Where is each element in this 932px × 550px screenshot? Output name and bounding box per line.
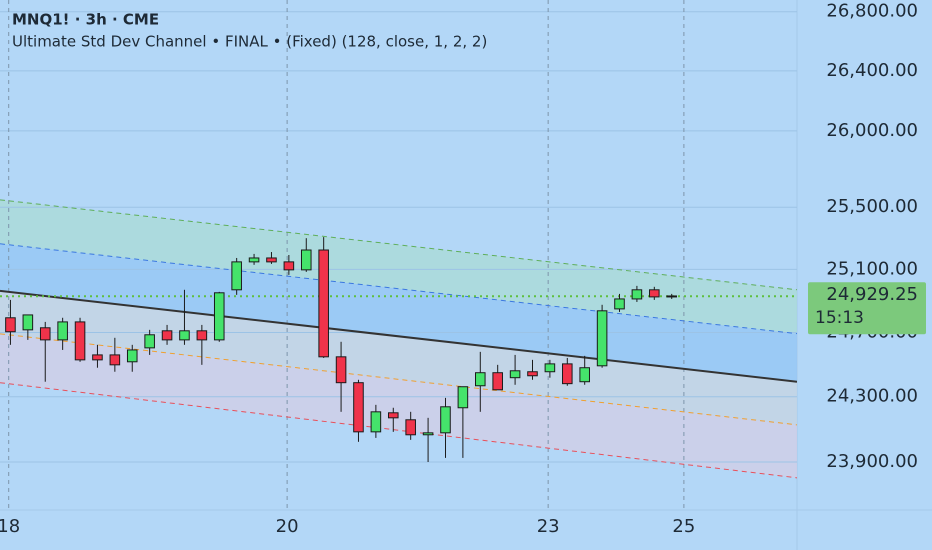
candle-body [266, 257, 277, 263]
candle-body [126, 349, 138, 363]
channel-fill [0, 199, 797, 334]
candle-body [596, 310, 608, 367]
candle-body [631, 289, 643, 300]
candle-body [39, 327, 51, 341]
candle-body [353, 382, 364, 433]
candle-body [457, 386, 469, 409]
channel-line [0, 382, 797, 479]
candle-body [92, 354, 103, 361]
candle-body [248, 257, 260, 263]
candle-body [109, 354, 121, 366]
candle-body [22, 314, 34, 331]
x-tick-label: 23 [537, 516, 560, 537]
y-tick-label: 26,000.00 [826, 120, 918, 141]
y-tick-label: 24,300.00 [826, 386, 918, 407]
last-price-label: 24,929.25 [826, 284, 918, 305]
last-price-box [808, 282, 926, 335]
candle-body [649, 289, 660, 298]
x-tick-label: 18 [0, 516, 20, 537]
candle-body [492, 372, 503, 391]
chart-title: MNQ1! · 3h · CME [12, 11, 159, 29]
candle-body [144, 334, 155, 349]
x-tick-label: 20 [276, 516, 299, 537]
y-tick-label: 25,500.00 [826, 196, 918, 217]
candle-body [422, 432, 434, 436]
candle-body [387, 412, 399, 419]
countdown: 15:13 [815, 308, 864, 328]
candle-body [196, 330, 208, 341]
channel-fill [0, 333, 797, 478]
candle-body [544, 363, 556, 373]
candle-body [74, 321, 86, 361]
channel-fill [0, 290, 797, 425]
indicator-label: Ultimate Std Dev Channel • FINAL • (Fixe… [12, 33, 487, 51]
candle-body [213, 292, 225, 341]
x-tick-label: 25 [672, 516, 695, 537]
channel-line [0, 289, 797, 383]
candle-body [614, 298, 625, 310]
candle-body [562, 363, 573, 385]
candle-body [579, 367, 590, 383]
candle-body [440, 406, 451, 434]
candle-body [161, 330, 173, 341]
candle-body [300, 249, 312, 271]
candle-body [231, 261, 242, 291]
plot [0, 0, 797, 510]
channel-line [0, 199, 797, 291]
candle-body [57, 321, 68, 341]
candle-body [527, 371, 538, 377]
y-tick-label: 23,900.00 [826, 451, 918, 472]
candle-body [179, 330, 190, 341]
candle-body [370, 411, 382, 433]
candle-body [405, 419, 416, 436]
y-tick-label: 26,800.00 [826, 1, 918, 22]
candle-body [5, 317, 16, 333]
candle-body [335, 356, 347, 384]
channel-line [0, 243, 797, 335]
channel-line [0, 333, 797, 426]
candle-body [509, 370, 521, 379]
candle-body [283, 261, 295, 271]
candle-body [475, 372, 486, 387]
candle-body [318, 249, 329, 358]
y-tick-label: 25,100.00 [826, 258, 918, 279]
candle-body [666, 295, 677, 298]
y-tick-label: 26,400.00 [826, 60, 918, 81]
